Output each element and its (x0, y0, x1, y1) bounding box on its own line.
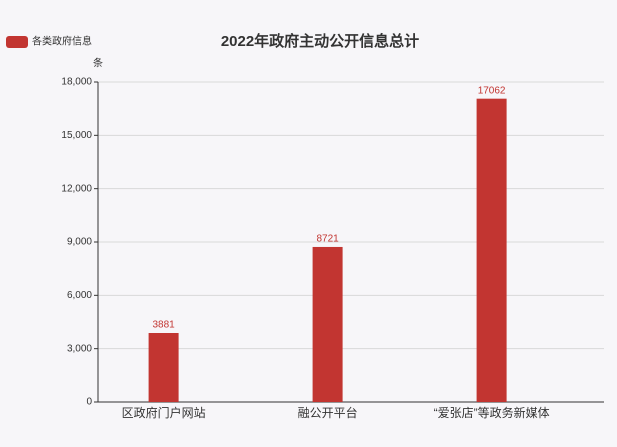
y-axis-unit: 条 (93, 57, 103, 70)
x-tick-label: 区政府门户网站 (122, 405, 206, 420)
y-tick-label: 12,000 (61, 183, 92, 194)
x-tick-label: 融公开平台 (298, 405, 358, 420)
y-tick-label: 15,000 (61, 130, 92, 141)
y-tick-label: 0 (86, 397, 92, 408)
chart-title: 2022年政府主动公开信息总计 (221, 32, 419, 50)
bar (476, 98, 507, 403)
bar (148, 333, 179, 402)
y-tick-label: 3,000 (67, 343, 92, 354)
value-label: 8721 (316, 234, 339, 245)
x-tick-label: “爱张店”等政务新媒体 (434, 405, 550, 420)
legend-swatch (6, 36, 28, 48)
legend-label: 各类政府信息 (32, 35, 92, 48)
y-tick-label: 9,000 (67, 237, 92, 248)
value-label: 3881 (152, 320, 175, 331)
bar (312, 246, 343, 402)
y-tick-label: 6,000 (67, 290, 92, 301)
y-tick-label: 18,000 (61, 77, 92, 88)
value-label: 17062 (478, 85, 506, 96)
